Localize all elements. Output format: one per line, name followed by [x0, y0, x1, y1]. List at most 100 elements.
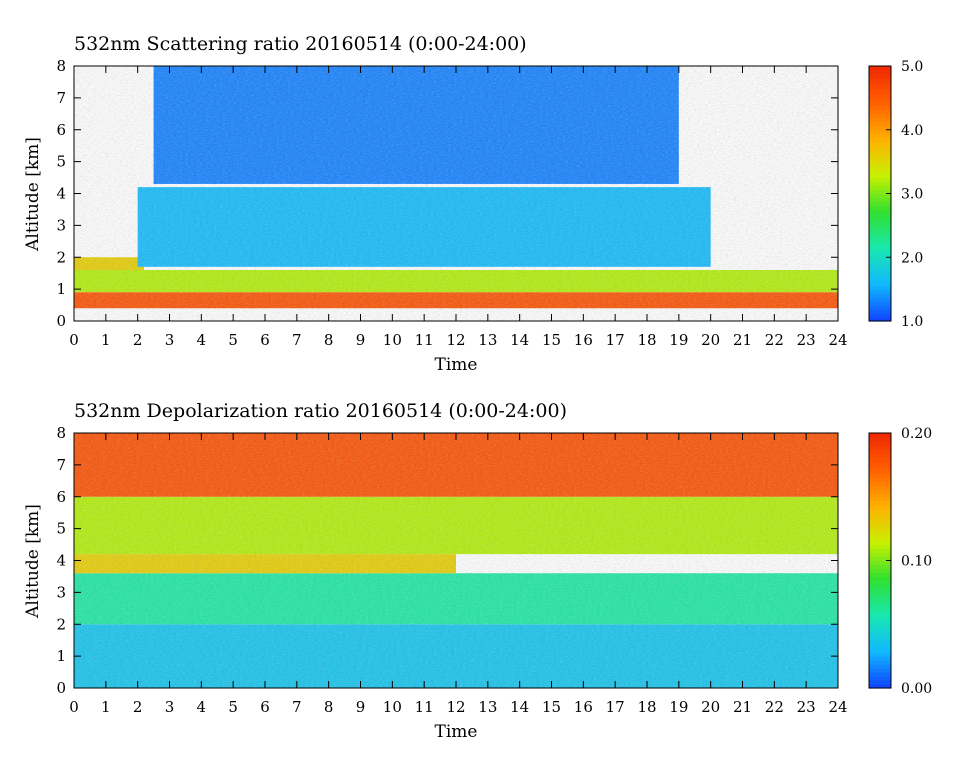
colorbar-segment: [869, 452, 891, 458]
colorbar-segment: [869, 460, 891, 466]
y-tick-label: 1: [56, 647, 66, 665]
colorbar-segment: [869, 241, 891, 246]
colorbar-segment: [869, 488, 891, 494]
colorbar-tick-label: 3.0: [901, 187, 923, 203]
colorbar-segment: [869, 448, 891, 454]
x-tick-label: 23: [797, 698, 816, 716]
colorbar-segment: [869, 253, 891, 258]
colorbar-segment: [869, 269, 891, 274]
x-tick-label: 17: [606, 698, 625, 716]
colorbar-segment: [869, 309, 891, 314]
scattering-xlabel: Time: [435, 355, 478, 375]
colorbar-segment: [869, 456, 891, 462]
colorbar-segment: [869, 512, 891, 518]
colorbar-segment: [869, 508, 891, 514]
colorbar-segment: [869, 628, 891, 633]
depolarization-title: 532nm Depolarization ratio 20160514 (0:0…: [74, 400, 567, 422]
colorbar-segment: [869, 77, 891, 83]
heatmap-texture: [74, 433, 838, 688]
colorbar-segment: [869, 624, 891, 629]
colorbar-segment: [869, 572, 891, 578]
x-tick-label: 12: [446, 331, 465, 349]
x-tick-label: 23: [797, 331, 816, 349]
colorbar-segment: [869, 109, 891, 115]
colorbar-segment: [869, 584, 891, 589]
colorbar-segment: [869, 636, 891, 641]
colorbar-segment: [869, 484, 891, 490]
colorbar-segment: [869, 101, 891, 107]
colorbar-segment: [869, 221, 891, 226]
colorbar-tick-label: 5.0: [901, 59, 923, 75]
colorbar-segment: [869, 556, 891, 562]
x-tick-label: 19: [669, 698, 688, 716]
x-tick-label: 9: [356, 698, 366, 716]
x-tick-label: 3: [165, 698, 175, 716]
x-tick-label: 4: [197, 698, 207, 716]
colorbar-segment: [869, 73, 891, 79]
colorbar-segment: [869, 564, 891, 570]
x-tick-label: 2: [133, 331, 143, 349]
colorbar-segment: [869, 249, 891, 254]
colorbar-segment: [869, 644, 891, 649]
x-tick-label: 8: [324, 331, 334, 349]
x-tick-label: 24: [828, 331, 847, 349]
colorbar-segment: [869, 632, 891, 637]
colorbar-segment: [869, 620, 891, 625]
depolarization-colorbar: 0.00 0.10 0.20: [868, 426, 932, 697]
colorbar-segment: [869, 436, 891, 442]
colorbar-segment: [869, 504, 891, 510]
colorbar-segment: [869, 668, 891, 673]
colorbar-segment: [869, 121, 891, 127]
scattering-axes: 0 1 2 3 4 5 6 7 8 9 10 11 12 13 14 15 16 17 18 19 20 21 22 23 24…: [56, 57, 847, 349]
colorbar-segment: [869, 89, 891, 95]
colorbar-segment: [869, 66, 891, 71]
colorbar-segment: [869, 301, 891, 306]
colorbar-tick-label: 0.00: [901, 681, 932, 697]
x-tick-label: 0: [69, 331, 79, 349]
colorbar-segment: [869, 464, 891, 470]
x-tick-label: 10: [383, 331, 402, 349]
colorbar-segment: [869, 576, 891, 582]
x-tick-label: 1: [101, 698, 111, 716]
x-tick-label: 0: [69, 698, 79, 716]
y-tick-label: 2: [56, 615, 66, 633]
colorbar-tick-label: 0.10: [901, 554, 932, 570]
colorbar-segment: [869, 261, 891, 266]
x-tick-label: 18: [637, 698, 656, 716]
colorbar-segment: [869, 608, 891, 613]
colorbar-segment: [869, 652, 891, 657]
colorbar-segment: [869, 193, 891, 199]
colorbar-segment: [869, 145, 891, 151]
colorbar-segment: [869, 672, 891, 677]
y-tick-label: 7: [56, 89, 66, 107]
x-tick-label: 20: [701, 698, 720, 716]
x-tick-label: 3: [165, 331, 175, 349]
x-tick-label: 5: [228, 698, 238, 716]
x-tick-label: 2: [133, 698, 143, 716]
colorbar-segment: [869, 265, 891, 270]
colorbar-segment: [869, 277, 891, 282]
colorbar-segment: [869, 433, 891, 438]
x-tick-label: 13: [478, 698, 497, 716]
colorbar-segment: [869, 588, 891, 593]
colorbar-segment: [869, 217, 891, 222]
colorbar-segment: [869, 656, 891, 661]
x-tick-label: 14: [510, 698, 529, 716]
x-tick-label: 1: [101, 331, 111, 349]
colorbar-segment: [869, 69, 891, 75]
y-tick-label: 1: [56, 280, 66, 298]
x-tick-label: 24: [828, 698, 847, 716]
x-tick-label: 6: [260, 698, 270, 716]
y-tick-label: 2: [56, 248, 66, 266]
y-tick-label: 6: [56, 488, 66, 506]
colorbar-segment: [869, 225, 891, 230]
colorbar-segment: [869, 233, 891, 238]
colorbar-tick-label: 1.0: [901, 314, 923, 330]
colorbar-segment: [869, 285, 891, 290]
colorbar-segment: [869, 548, 891, 554]
colorbar-segment: [869, 105, 891, 111]
colorbar-segment: [869, 181, 891, 187]
colorbar-segment: [869, 496, 891, 502]
x-tick-label: 18: [637, 331, 656, 349]
y-tick-label: 8: [56, 57, 66, 75]
